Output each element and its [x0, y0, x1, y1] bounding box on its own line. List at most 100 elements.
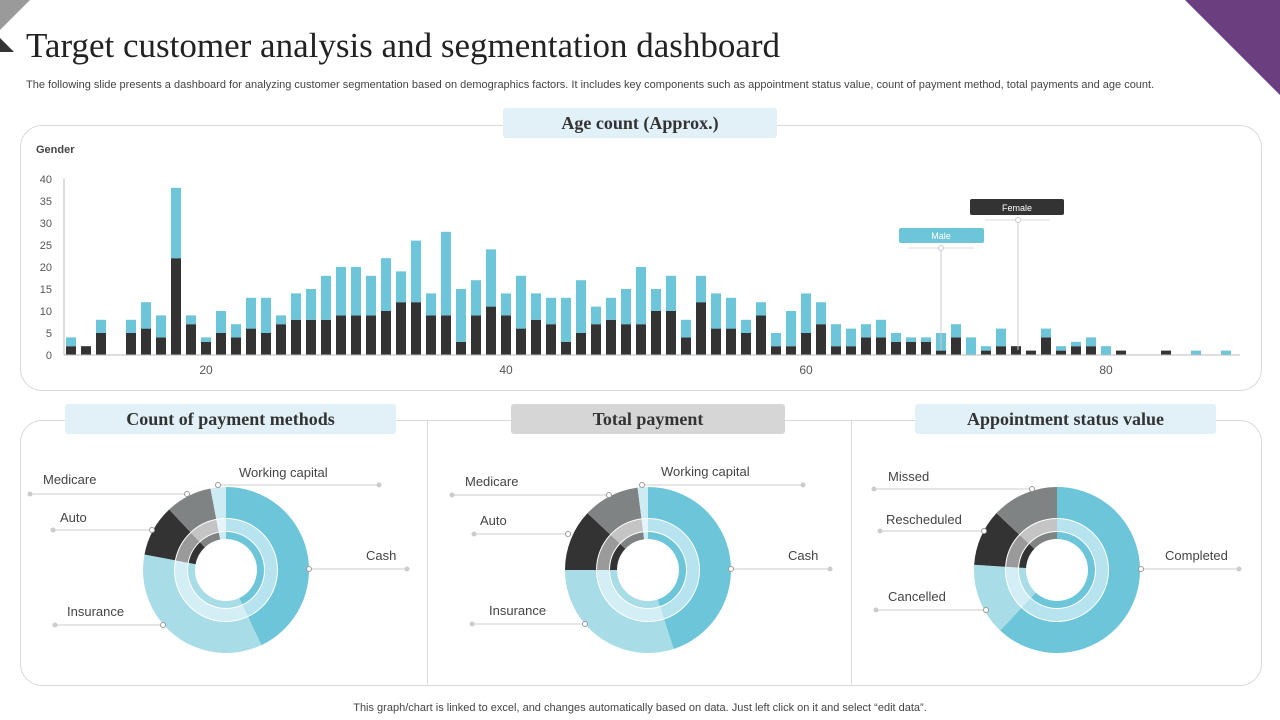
bar-male-age-29	[336, 267, 346, 316]
y-tick-label: 40	[40, 174, 52, 186]
leader-end-dot	[471, 531, 477, 537]
bar-female-age-84	[1161, 350, 1171, 355]
bar-female-age-62	[831, 346, 841, 355]
leader-end-dot	[376, 482, 382, 488]
legend-male: Male	[899, 228, 984, 350]
bar-male-age-61	[816, 302, 826, 325]
age-count-title: Age count (Approx.)	[503, 108, 777, 138]
leader-end-dot	[1236, 566, 1242, 572]
bar-female-age-75	[1026, 350, 1036, 355]
bar-male-age-80	[1101, 346, 1111, 355]
bar-female-age-57	[756, 315, 766, 355]
bar-male-age-22	[231, 324, 241, 338]
slice-cash-inner	[648, 532, 686, 607]
donut-2[interactable]: Cash Insurance Auto Medicare Working capital	[449, 464, 833, 653]
slice-medicare	[169, 488, 217, 533]
bar-male-age-17	[156, 315, 166, 338]
y-tick-label: 15	[40, 284, 52, 296]
bar-female-age-53	[696, 302, 706, 355]
slice-auto-inner	[188, 542, 205, 565]
bar-female-age-59	[786, 346, 796, 355]
slice-missed-inner	[1029, 532, 1057, 549]
donut-1[interactable]: Cash Insurance Auto Medicare Working capital	[27, 465, 410, 653]
slice-medicare-mid	[610, 519, 644, 544]
bar-female-age-72	[981, 350, 991, 355]
age-count-chart[interactable]: Gender 0 5 10 15 20 25 30 35 40 20 40 60 80 Male Fe…	[0, 130, 1280, 390]
slice-label: Auto	[480, 513, 507, 528]
bar-female-age-28	[321, 319, 331, 355]
bar-female-age-43	[546, 324, 556, 355]
bar-male-age-32	[381, 258, 391, 311]
slice-label: Insurance	[489, 603, 546, 618]
slice-label: Rescheduled	[886, 512, 962, 527]
slice-label: Cash	[788, 548, 818, 563]
slice-insurance	[142, 554, 262, 653]
bar-male-age-31	[366, 275, 376, 316]
bar-female-age-17	[156, 337, 166, 355]
leader-end-dot	[50, 527, 56, 533]
bar-female-age-26	[291, 319, 301, 355]
x-tick-label: 40	[499, 363, 513, 377]
slice-insurance-mid	[175, 560, 248, 621]
bar-male-age-88	[1221, 350, 1231, 355]
bar-male-age-45	[576, 280, 586, 333]
bar-female-age-25	[276, 324, 286, 355]
bar-female-age-47	[606, 319, 616, 355]
bar-female-age-13	[96, 333, 106, 355]
bar-female-age-31	[366, 315, 376, 355]
bar-female-age-27	[306, 319, 316, 355]
slice-rescheduled-mid	[1006, 535, 1029, 568]
bar-female-age-78	[1071, 346, 1081, 355]
bar-female-age-34	[411, 302, 421, 355]
bar-female-age-76	[1041, 337, 1051, 355]
bar-male-age-36	[441, 231, 451, 316]
slice-cash-mid	[648, 519, 700, 619]
bar-female-age-67	[906, 341, 916, 355]
leader-end-dot	[873, 607, 879, 613]
bar-male-age-15	[126, 319, 136, 333]
bar-male-age-18	[171, 187, 181, 259]
bar-male-age-13	[96, 319, 106, 333]
leader-end-dot	[877, 528, 883, 534]
leader-anchor	[565, 531, 571, 537]
bar-male-age-24	[261, 297, 271, 333]
leader-end-dot	[871, 486, 877, 492]
bar-female-age-32	[381, 311, 391, 355]
bar-male-age-23	[246, 297, 256, 329]
bar-female-age-49	[636, 324, 646, 355]
bar-male-age-41	[516, 275, 526, 329]
slice-label: Missed	[888, 469, 929, 484]
bar-female-age-65	[876, 337, 886, 355]
slice-auto	[565, 513, 611, 570]
bar-female-age-11	[66, 346, 76, 355]
bar-male-age-73	[996, 328, 1006, 347]
leader-anchor	[639, 482, 645, 488]
slice-cash	[648, 487, 732, 649]
slice-working-capital-inner	[643, 532, 648, 540]
y-tick-label: 30	[40, 218, 52, 230]
bar-male-age-34	[411, 240, 421, 303]
bar-male-age-62	[831, 324, 841, 347]
page-title: Target customer analysis and segmentatio…	[26, 26, 781, 65]
donut-3[interactable]: Completed Cancelled Rescheduled Missed	[871, 469, 1242, 653]
slice-insurance-inner	[610, 570, 660, 608]
bar-male-age-58	[771, 333, 781, 347]
slice-label: Auto	[60, 510, 87, 525]
bar-male-age-52	[681, 319, 691, 338]
bar-male-age-11	[66, 337, 76, 347]
leader-anchor	[1029, 486, 1035, 492]
y-tick-label: 20	[40, 262, 52, 274]
bar-female-age-63	[846, 346, 856, 355]
bar-male-age-67	[906, 337, 916, 342]
leader-end-dot	[27, 491, 33, 497]
leader-end-dot	[827, 566, 833, 572]
bar-female-age-60	[801, 333, 811, 355]
slice-medicare-inner	[620, 532, 645, 549]
bar-female-age-38	[471, 315, 481, 355]
bar-male-age-79	[1086, 337, 1096, 347]
bar-male-age-47	[606, 297, 616, 320]
bar-female-age-20	[201, 341, 211, 355]
bar-female-age-81	[1116, 350, 1126, 355]
bar-male-age-59	[786, 311, 796, 347]
slice-label: Cancelled	[888, 589, 946, 604]
